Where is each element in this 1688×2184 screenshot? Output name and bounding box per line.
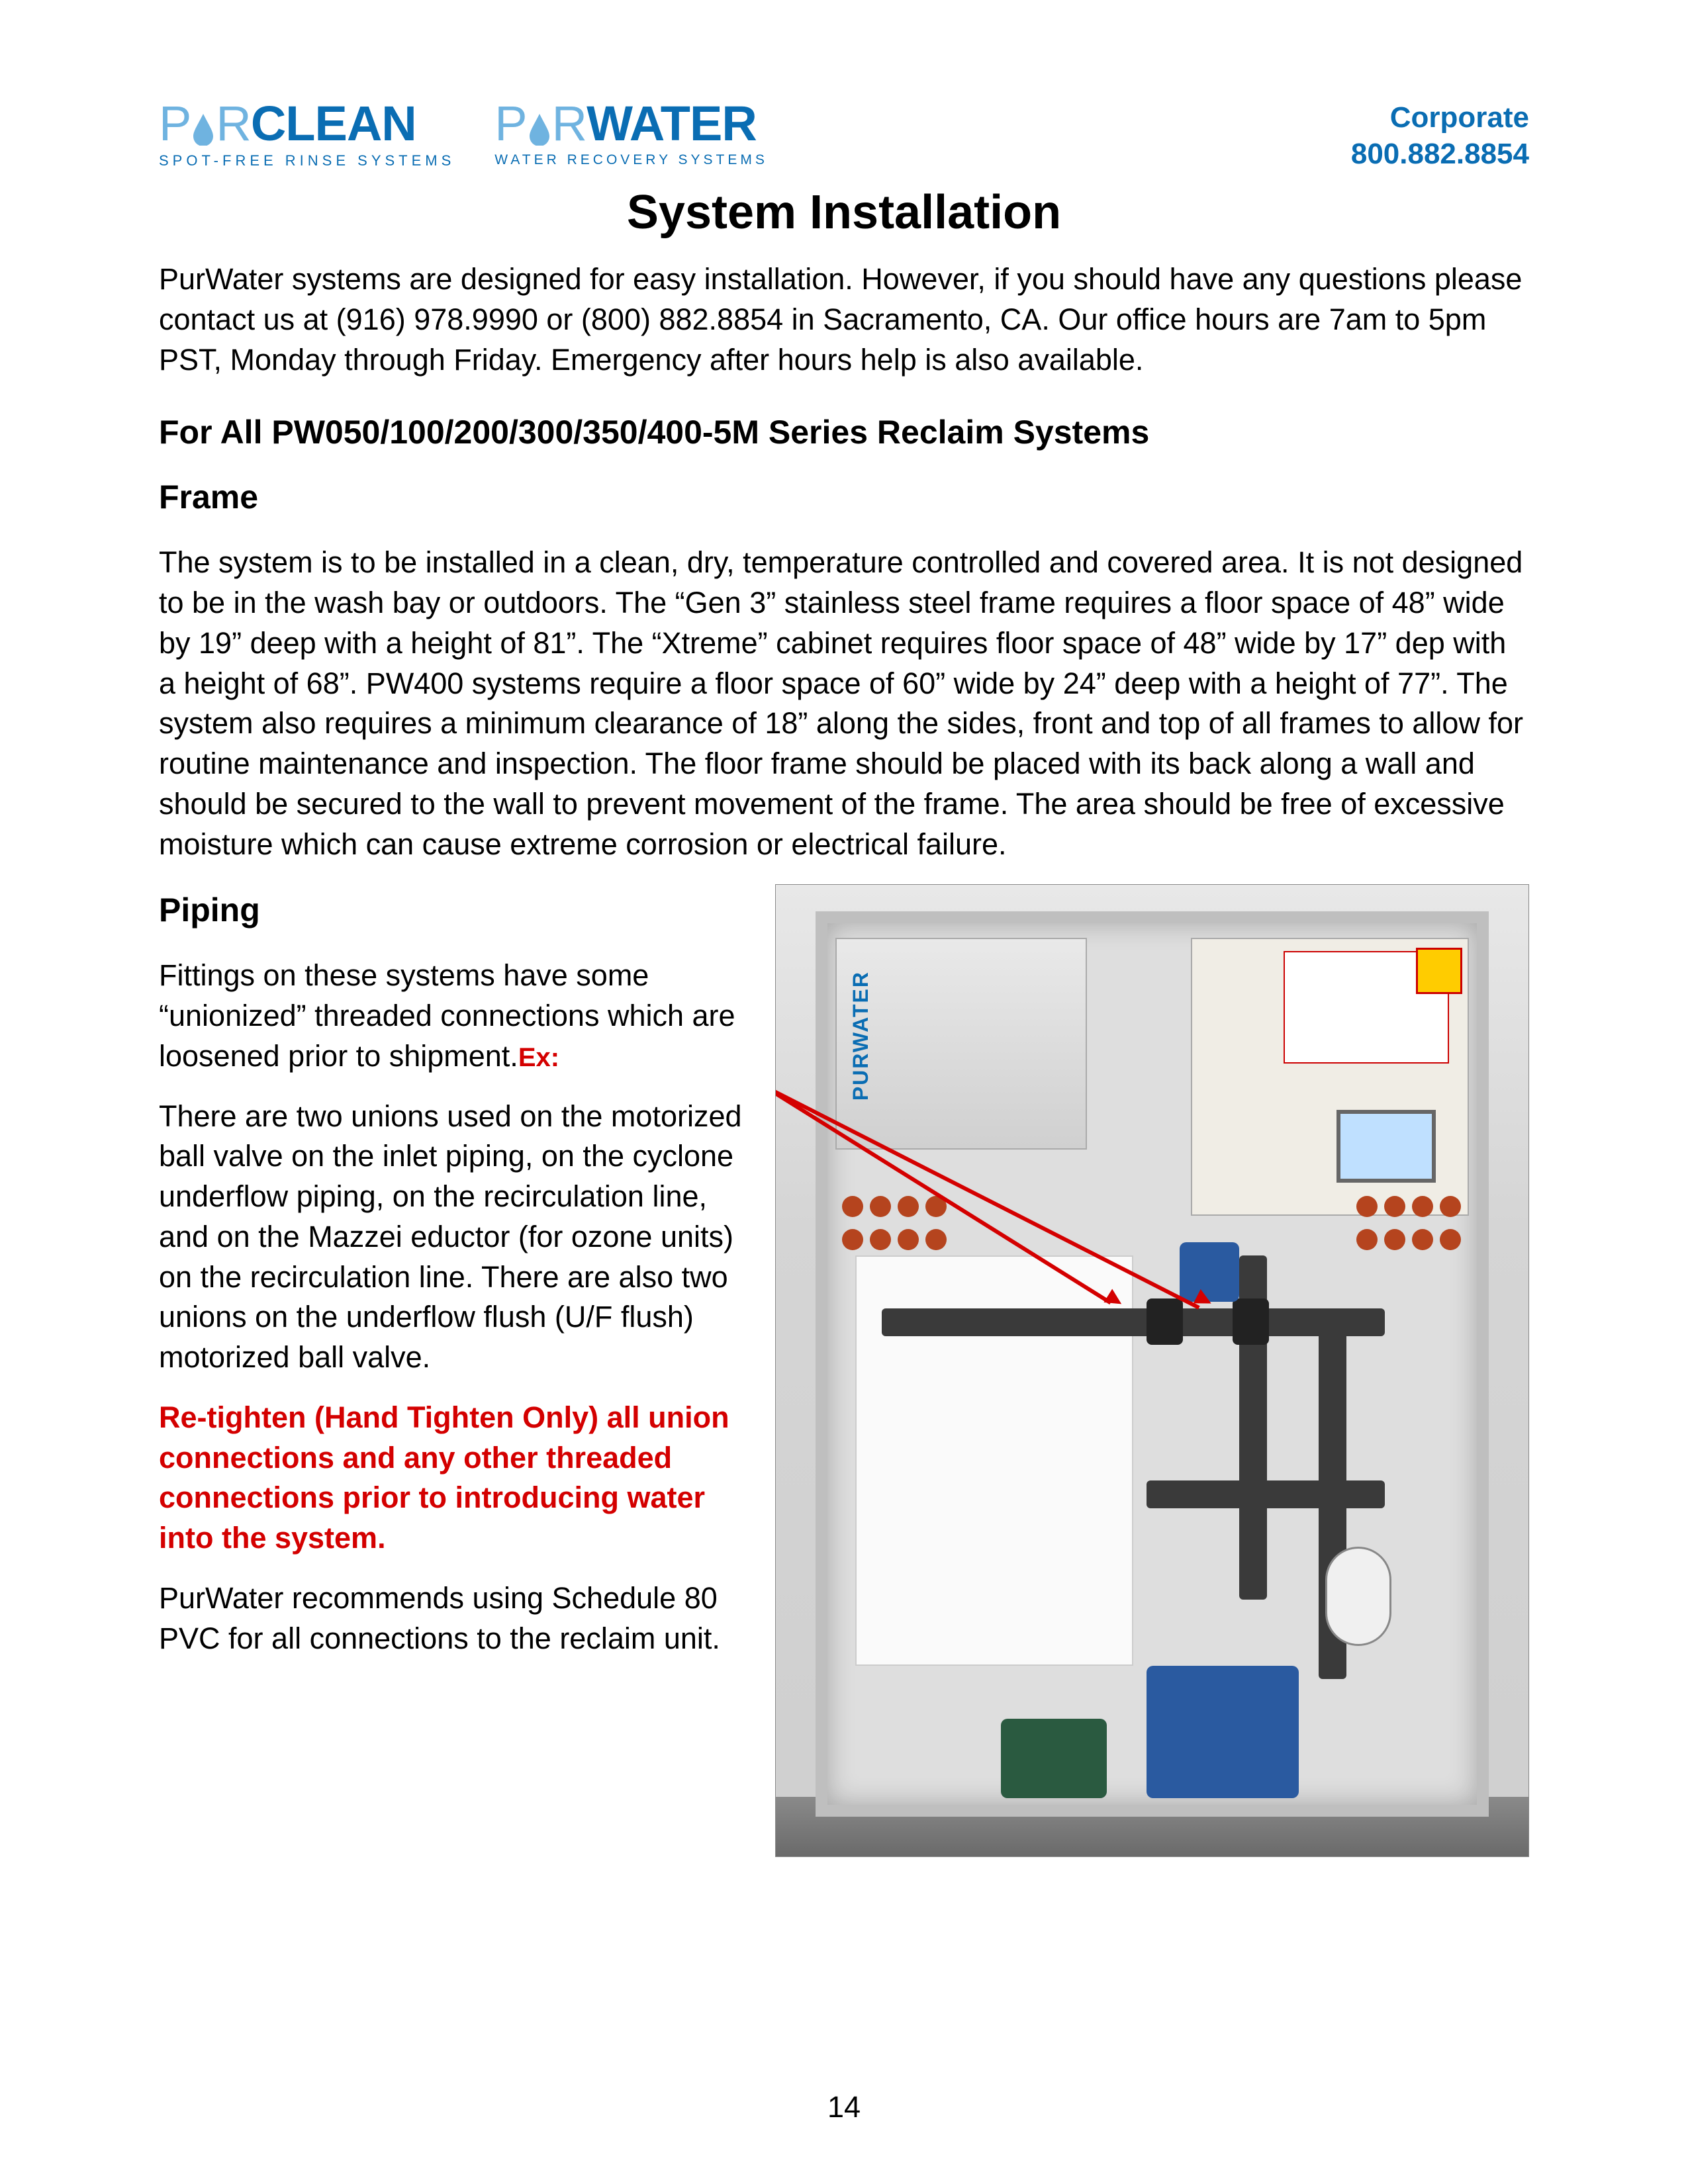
logo-text: P: [159, 96, 191, 151]
series-heading: For All PW050/100/200/300/350/400-5M Ser…: [159, 413, 1529, 451]
logo-tagline: WATER RECOVERY SYSTEMS: [494, 152, 768, 168]
logo-group: PRCLEAN SPOT-FREE RINSE SYSTEMS PRWATER …: [159, 99, 768, 169]
pipe: [1147, 1480, 1385, 1508]
pump-small: [1001, 1719, 1107, 1798]
pump: [1147, 1666, 1299, 1798]
logo-text: CLEAN: [251, 96, 416, 151]
equipment-photo: PURWATER: [775, 884, 1529, 1857]
hmi-screen: [1336, 1110, 1436, 1183]
logo-text: R: [216, 96, 250, 151]
pipe-union: [1233, 1298, 1269, 1345]
piping-warning: Re-tighten (Hand Tighten Only) all union…: [159, 1398, 762, 1559]
filter: [1325, 1547, 1391, 1646]
logo-text: P: [494, 96, 526, 151]
logo-text: WATER: [586, 96, 757, 151]
piping-p2: There are two unions used on the motoriz…: [159, 1097, 762, 1378]
page-title: System Installation: [159, 185, 1529, 240]
piping-p1-text: Fittings on these systems have some “uni…: [159, 958, 735, 1073]
purwater-vertical-label: PURWATER: [849, 971, 873, 1101]
logo-tagline: SPOT-FREE RINSE SYSTEMS: [159, 152, 455, 169]
purclean-logo: PRCLEAN SPOT-FREE RINSE SYSTEMS: [159, 99, 455, 169]
header: PRCLEAN SPOT-FREE RINSE SYSTEMS PRWATER …: [159, 99, 1529, 172]
corporate-label: Corporate: [1351, 99, 1529, 136]
piping-p3: PurWater recommends using Schedule 80 PV…: [159, 1578, 762, 1659]
piping-p1: Fittings on these systems have some “uni…: [159, 956, 762, 1076]
logo-text: R: [552, 96, 586, 151]
frame-heading: Frame: [159, 478, 1529, 516]
piping-heading: Piping: [159, 891, 762, 929]
corporate-phone: 800.882.8854: [1351, 136, 1529, 172]
page-number: 14: [827, 2090, 861, 2124]
frame-body: The system is to be installed in a clean…: [159, 543, 1529, 864]
purwater-logo: PRWATER WATER RECOVERY SYSTEMS: [494, 99, 768, 168]
pipe: [882, 1308, 1385, 1336]
corporate-contact: Corporate 800.882.8854: [1351, 99, 1529, 172]
water-drop-icon: [527, 113, 552, 146]
manifold-right: [1356, 1196, 1462, 1315]
pipe-union: [1147, 1298, 1183, 1345]
ex-label: Ex:: [518, 1043, 559, 1072]
water-drop-icon: [191, 113, 216, 146]
emergency-stop: [1416, 948, 1462, 994]
intro-paragraph: PurWater systems are designed for easy i…: [159, 259, 1529, 380]
